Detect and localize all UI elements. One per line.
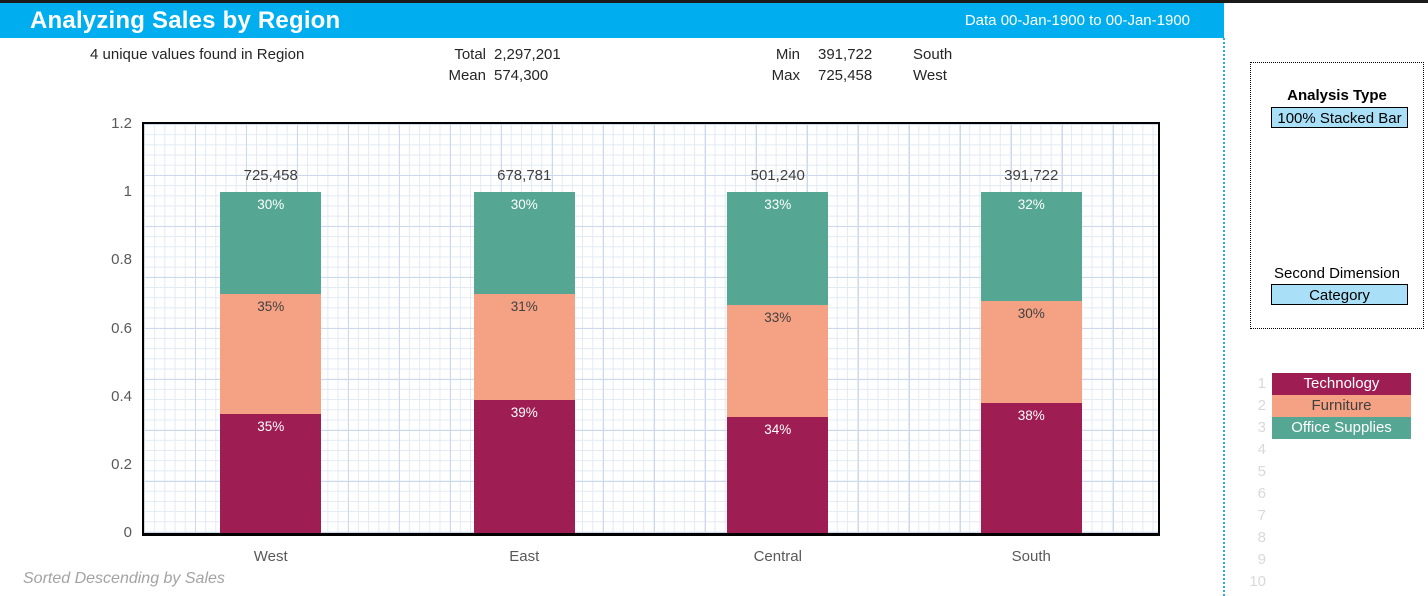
second-dimension-button[interactable]: Category: [1271, 284, 1408, 305]
segment-percent-label: 32%: [1017, 197, 1045, 213]
date-range-text: Data 00-Jan-1900 to 00-Jan-1900: [964, 12, 1190, 29]
bar-total-label: 501,240: [750, 167, 805, 185]
total-mean-block: Total 2,297,201 Mean 574,300: [430, 44, 561, 86]
mean-row: Mean 574,300: [430, 65, 561, 86]
max-label: Max: [771, 67, 800, 84]
min-label: Min: [775, 46, 800, 63]
controls-panel: Analysis Type 100% Stacked Bar Second Di…: [1250, 62, 1424, 329]
segment-technology-west: 35%: [220, 413, 322, 533]
row-number: 5: [1257, 463, 1266, 480]
total-row: Total 2,297,201: [430, 44, 561, 65]
segment-percent-label: 35%: [257, 418, 285, 434]
y-axis-tick: 1.2: [111, 115, 132, 132]
segment-percent-label: 30%: [1017, 306, 1045, 322]
analysis-type-label: Analysis Type: [1287, 87, 1387, 104]
segment-technology-central: 34%: [727, 417, 829, 533]
bar-west: 35% 35% 30%: [220, 192, 322, 533]
mean-value: 574,300: [494, 67, 549, 84]
segment-furniture-west: 35%: [220, 294, 322, 414]
row-number: 8: [1257, 529, 1266, 546]
bar-central: 34% 33% 33%: [727, 192, 829, 533]
row-number: 10: [1249, 573, 1266, 590]
segment-technology-east: 39%: [473, 400, 575, 533]
max-value: 725,458: [818, 67, 873, 84]
page-title: Analyzing Sales by Region: [30, 7, 341, 34]
x-axis-label-south: South: [1011, 548, 1051, 565]
row-number: 9: [1257, 551, 1266, 568]
max-row: Max 725,458 West: [760, 65, 952, 86]
y-axis-tick: 1: [123, 183, 132, 201]
segment-technology-south: 38%: [980, 403, 1082, 533]
segment-percent-label: 31%: [510, 299, 538, 315]
y-axis-tick: 0.8: [111, 251, 132, 269]
sort-note: Sorted Descending by Sales: [23, 570, 225, 587]
segment-office-supplies-west: 30%: [220, 192, 322, 295]
row-number: 1: [1257, 375, 1266, 392]
segment-office-supplies-east: 30%: [473, 192, 575, 295]
segment-furniture-central: 33%: [727, 304, 829, 418]
analysis-type-button[interactable]: 100% Stacked Bar: [1271, 107, 1408, 128]
legend-item-furniture: Furniture: [1272, 395, 1411, 417]
top-border-line: [0, 0, 1428, 3]
segment-percent-label: 33%: [764, 309, 792, 325]
bar-total-label: 678,781: [497, 167, 552, 185]
bar-south: 38% 30% 32%: [980, 192, 1082, 533]
row-number: 4: [1257, 441, 1266, 458]
mean-label: Mean: [448, 67, 486, 84]
segment-percent-label: 38%: [1017, 408, 1045, 424]
segment-percent-label: 35%: [257, 299, 285, 315]
page-break-dotted-line: [1223, 38, 1225, 596]
row-number: 6: [1257, 485, 1266, 502]
segment-furniture-east: 31%: [473, 294, 575, 401]
row-number: 2: [1257, 397, 1266, 414]
total-label: Total: [454, 46, 486, 63]
y-axis-tick: 0.6: [111, 319, 132, 337]
y-axis-tick: 0.2: [111, 455, 132, 473]
y-axis-tick: 0.4: [111, 387, 132, 405]
row-number: 3: [1257, 419, 1266, 436]
row-number: 7: [1257, 507, 1266, 524]
legend-item-technology: Technology: [1272, 373, 1411, 395]
bar-total-label: 725,458: [243, 167, 298, 185]
segment-office-supplies-central: 33%: [727, 192, 829, 305]
segment-percent-label: 30%: [257, 197, 285, 213]
segment-percent-label: 30%: [510, 197, 538, 213]
unique-values-text: 4 unique values found in Region: [90, 46, 305, 63]
total-value: 2,297,201: [494, 46, 561, 63]
min-region: South: [913, 46, 953, 63]
min-max-block: Min 391,722 South Max 725,458 West: [760, 44, 953, 86]
x-axis-label-west: West: [253, 548, 288, 565]
bar-total-label: 391,722: [1004, 167, 1059, 185]
segment-furniture-south: 30%: [980, 301, 1082, 404]
title-bar: Analyzing Sales by Region Data 00-Jan-19…: [0, 3, 1224, 38]
legend-item-office-supplies: Office Supplies: [1272, 417, 1411, 439]
x-axis-label-central: Central: [753, 548, 802, 565]
segment-percent-label: 34%: [764, 422, 792, 438]
min-value: 391,722: [818, 46, 873, 63]
segment-percent-label: 33%: [764, 197, 792, 213]
second-dimension-label: Second Dimension: [1274, 265, 1400, 282]
bar-east: 39% 31% 30%: [473, 192, 575, 533]
segment-percent-label: 39%: [510, 405, 538, 421]
min-row: Min 391,722 South: [760, 44, 952, 65]
segment-office-supplies-south: 32%: [980, 192, 1082, 302]
x-axis-label-east: East: [509, 548, 540, 565]
y-axis-tick: 0: [123, 524, 132, 541]
max-region: West: [913, 67, 947, 84]
